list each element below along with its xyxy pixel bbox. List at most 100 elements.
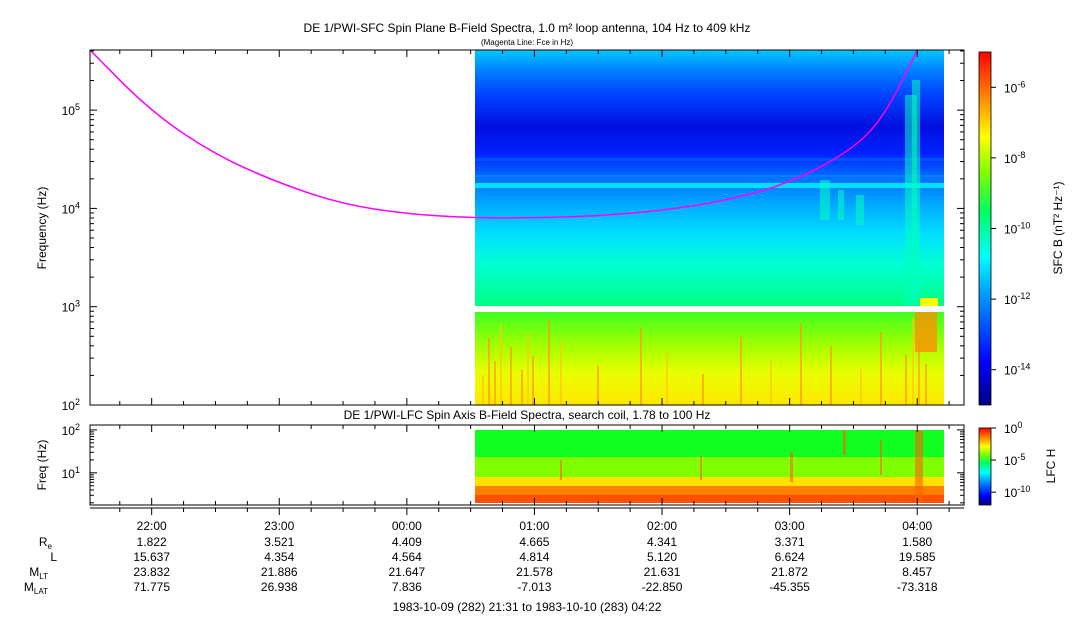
sfc-streak <box>860 369 862 405</box>
sfc-high-band <box>475 50 944 306</box>
ephemeris-value: 71.775 <box>133 580 170 594</box>
lfc-ylabel: Freq (Hz) <box>35 440 49 491</box>
lfc-y-axis: 101 102 <box>62 422 964 504</box>
ephemeris-value: 4.409 <box>392 535 422 549</box>
ephemeris-row-label: L <box>50 550 57 564</box>
ephemeris-value: 21.872 <box>771 565 808 579</box>
ephemeris-value: 1.822 <box>137 535 167 549</box>
time-tick-label: 00:00 <box>392 519 422 533</box>
ephemeris-value: 3.371 <box>775 535 805 549</box>
ephemeris-value: 21.578 <box>516 565 553 579</box>
ephemeris-row-label: MLT <box>29 565 48 581</box>
sfc-streak <box>532 356 534 405</box>
sfc-streak <box>548 319 550 405</box>
sfc-title: DE 1/PWI-SFC Spin Plane B-Field Spectra,… <box>304 21 751 35</box>
ephemeris-value: 6.624 <box>775 550 805 564</box>
sfc-ytick-label: 104 <box>62 200 80 216</box>
ephemeris-value: 7.836 <box>392 580 422 594</box>
sfc-streak <box>800 323 802 405</box>
lfc-band-1 <box>475 430 944 457</box>
sfc-streak <box>830 346 832 405</box>
sfc-spectrogram <box>475 50 944 405</box>
sfc-stripe-3 <box>475 175 944 177</box>
lfc-colorbar-ticks: 100 10-5 10-10 <box>991 420 1030 500</box>
ephemeris-value: 4.814 <box>519 550 549 564</box>
sfc-ytick-label: 102 <box>62 397 80 413</box>
sfc-streak <box>740 337 742 405</box>
sfc-streak <box>925 364 927 405</box>
ephemeris-value: -7.013 <box>517 580 551 594</box>
ephemeris-row-label: MLAT <box>24 580 48 596</box>
sfc-streak <box>597 365 599 405</box>
lfc-streak <box>843 430 846 455</box>
ephemeris-value: 4.341 <box>647 535 677 549</box>
sfc-burst <box>838 190 844 220</box>
sfc-streak <box>640 328 642 405</box>
time-tick-label: 03:00 <box>775 519 805 533</box>
sfc-panel: 102 103 104 105 Frequency (Hz) 10-6 10-8 10-1… <box>35 49 1065 413</box>
lfc-band-4 <box>475 486 944 495</box>
time-tick-label: 04:00 <box>902 519 932 533</box>
ephemeris-row-label: Re <box>39 535 53 551</box>
lfc-ytick-label: 102 <box>62 422 80 438</box>
lfc-band-2 <box>475 457 944 477</box>
ephemeris-value: 26.938 <box>261 580 298 594</box>
sfc-colorbar <box>978 51 992 406</box>
lfc-streaks <box>560 430 923 503</box>
sfc-colorbar-ticks: 10-6 10-8 10-10 10-12 10-14 <box>991 79 1030 378</box>
lfc-colorbar-tick-label: 10-10 <box>1004 484 1030 500</box>
ephemeris-value: 15.637 <box>133 550 170 564</box>
lfc-colorbar-tick-label: 100 <box>1004 420 1022 436</box>
lfc-band-3 <box>475 477 944 486</box>
ephemeris-value: 4.354 <box>264 550 294 564</box>
lfc-title: DE 1/PWI-LFC Spin Axis B-Field Spectra, … <box>344 408 711 422</box>
lfc-spectrogram <box>475 430 944 503</box>
fce-curve <box>89 49 918 219</box>
sfc-frame <box>89 49 965 406</box>
sfc-streak <box>770 360 772 405</box>
ephemeris-value: 21.886 <box>261 565 298 579</box>
sfc-colorbar-label: SFC B (nT² Hz⁻¹) <box>1051 182 1065 275</box>
sfc-streak <box>912 318 914 405</box>
sfc-colorbar-tick-label: 10-6 <box>1004 79 1025 95</box>
ephemeris-value: 21.631 <box>644 565 681 579</box>
sfc-streak <box>527 333 529 405</box>
sfc-streak <box>560 342 562 405</box>
sfc-burst <box>912 80 920 300</box>
sfc-streak <box>702 374 704 405</box>
sfc-streak <box>666 351 668 405</box>
lfc-streak <box>880 440 882 475</box>
lfc-panel: 101 102 Freq (Hz) 100 10-5 10-10 LFC H <box>35 420 1058 506</box>
lfc-streak <box>700 455 702 480</box>
ephemeris-value: 23.832 <box>133 565 170 579</box>
lfc-colorbar-tick-label: 10-5 <box>1004 452 1025 468</box>
time-tick-label: 02:00 <box>647 519 677 533</box>
sfc-burst <box>856 195 864 225</box>
ephemeris-value: 4.564 <box>392 550 422 564</box>
time-tick-label: 01:00 <box>519 519 549 533</box>
sfc-streak <box>521 370 523 405</box>
sfc-streak <box>510 347 512 405</box>
lfc-colorbar <box>978 427 992 506</box>
sfc-burst-gap <box>920 298 938 306</box>
sfc-subtitle: (Magenta Line: Fce in Hz) <box>481 38 573 47</box>
lfc-colorbar-label: LFC H <box>1044 449 1058 484</box>
sfc-colorbar-tick-label: 10-8 <box>1004 150 1025 166</box>
sfc-streak <box>500 324 502 405</box>
sfc-streak <box>918 341 920 405</box>
sfc-y-axis: 102 103 104 105 <box>62 50 964 413</box>
ephemeris-value: 8.457 <box>902 565 932 579</box>
lfc-streak <box>915 430 923 503</box>
time-tick-label: 22:00 <box>137 519 167 533</box>
sfc-low-band <box>475 312 944 405</box>
sfc-streak <box>494 361 496 405</box>
sfc-gap-band <box>475 306 944 312</box>
lfc-streak <box>560 460 562 480</box>
sfc-ytick-label: 105 <box>62 102 80 118</box>
ephemeris-value: 1.580 <box>902 535 932 549</box>
sfc-streak <box>905 355 907 405</box>
sfc-cyan-stripe <box>475 183 944 188</box>
ephemeris-value: 21.647 <box>389 565 426 579</box>
ephemeris-table: Re 1.822 3.521 4.409 4.665 4.341 3.371 1.580 L 15… <box>24 535 938 596</box>
